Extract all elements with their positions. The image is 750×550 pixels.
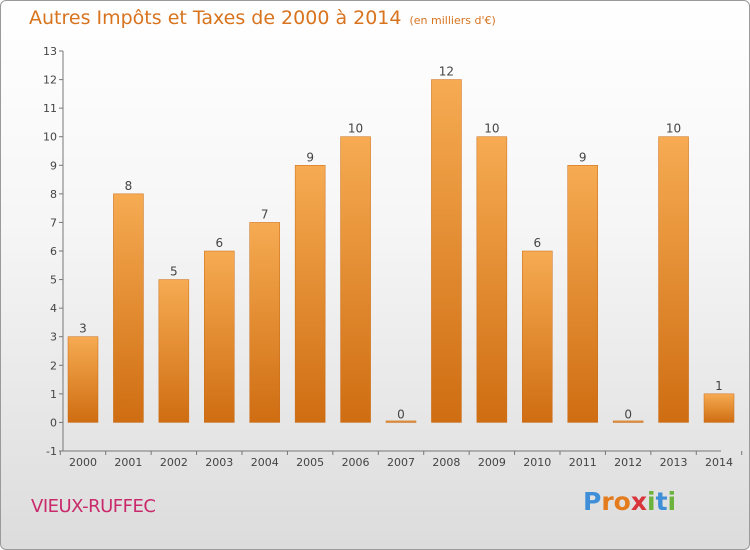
y-tick-label: 6 (50, 245, 57, 258)
y-tick-label: 13 (43, 45, 57, 58)
bar-2001 (113, 193, 144, 423)
bar-2011 (567, 165, 598, 423)
value-label-2009: 10 (484, 122, 499, 136)
y-tick-label: 11 (43, 102, 57, 115)
value-label-2013: 10 (666, 122, 681, 136)
logo-letter: i (667, 487, 677, 516)
y-tick-label: 10 (43, 131, 57, 144)
x-tick-label: 2002 (160, 456, 188, 469)
y-tick-label: 12 (43, 74, 57, 87)
x-tick-label: 2010 (523, 456, 551, 469)
value-label-2011: 9 (579, 150, 587, 164)
logo-letter: r (601, 487, 614, 516)
chart-title: Autres Impôts et Taxes de 2000 à 2014 (en… (29, 7, 496, 29)
value-label-2007: 0 (397, 407, 405, 421)
y-tick-label: 0 (50, 416, 57, 429)
bar-2009 (476, 136, 508, 423)
y-tick-label: 1 (50, 388, 57, 401)
bar-2003 (204, 250, 235, 423)
y-tick-label: -1 (46, 445, 57, 458)
bar-2006 (340, 136, 371, 423)
x-tick-label: 2005 (296, 456, 324, 469)
bar-2008 (431, 79, 462, 423)
value-label-2012: 0 (624, 407, 632, 421)
x-tick-label: 2011 (569, 456, 597, 469)
logo-letter: i (647, 487, 656, 516)
x-tick-label: 2012 (614, 456, 642, 469)
bar-2004 (249, 222, 280, 423)
value-label-2005: 9 (306, 150, 314, 164)
bar-2002 (158, 279, 190, 423)
proxiti-logo[interactable]: Proxiti (583, 487, 676, 516)
bar-2014 (703, 393, 735, 423)
bars (67, 79, 735, 423)
value-label-2004: 7 (261, 207, 269, 221)
chart-unit: (en milliers d'€) (409, 14, 496, 27)
value-label-2010: 6 (533, 236, 541, 250)
bar-2012 (612, 420, 644, 423)
value-label-2000: 3 (79, 322, 87, 336)
y-tick-label: 2 (50, 359, 57, 372)
x-tick-label: 2003 (205, 456, 233, 469)
y-tick-label: 7 (50, 216, 57, 229)
bar-2007 (385, 420, 417, 423)
y-tick-label: 4 (50, 302, 57, 315)
x-tick-label: 2009 (478, 456, 506, 469)
x-tick-label: 2014 (705, 456, 733, 469)
x-tick-label: 2004 (251, 456, 279, 469)
logo-letter: o (613, 487, 631, 516)
commune-name: VIEUX-RUFFEC (31, 496, 156, 517)
value-label-2002: 5 (170, 265, 178, 279)
y-tick-label: 3 (50, 331, 57, 344)
x-tick-label: 2013 (660, 456, 688, 469)
bar-2005 (294, 165, 326, 423)
value-label-2001: 8 (125, 179, 133, 193)
x-tick-label: 2001 (114, 456, 142, 469)
value-label-2008: 12 (439, 65, 454, 79)
value-label-2006: 10 (348, 122, 363, 136)
x-tick-label: 2007 (387, 456, 415, 469)
x-tick-label: 2006 (342, 456, 370, 469)
y-tick-label: 9 (50, 159, 57, 172)
y-tick-label: 5 (50, 274, 57, 287)
bar-2010 (522, 250, 553, 423)
bar-2013 (658, 136, 689, 423)
value-labels: 3 8 5 6 7 9 10 0 12 10 6 9 0 10 1 (79, 65, 723, 422)
chart-title-text: Autres Impôts et Taxes de 2000 à 2014 (29, 7, 402, 29)
y-tick-label: 8 (50, 188, 57, 201)
x-tick-label: 2008 (432, 456, 460, 469)
logo-letter: P (583, 487, 602, 516)
bar-2000 (67, 336, 99, 423)
x-tick-label: 2000 (69, 456, 97, 469)
logo-letter: x (630, 487, 647, 516)
logo-letter: t (655, 487, 668, 516)
value-label-2014: 1 (715, 379, 723, 393)
value-label-2003: 6 (215, 236, 223, 250)
